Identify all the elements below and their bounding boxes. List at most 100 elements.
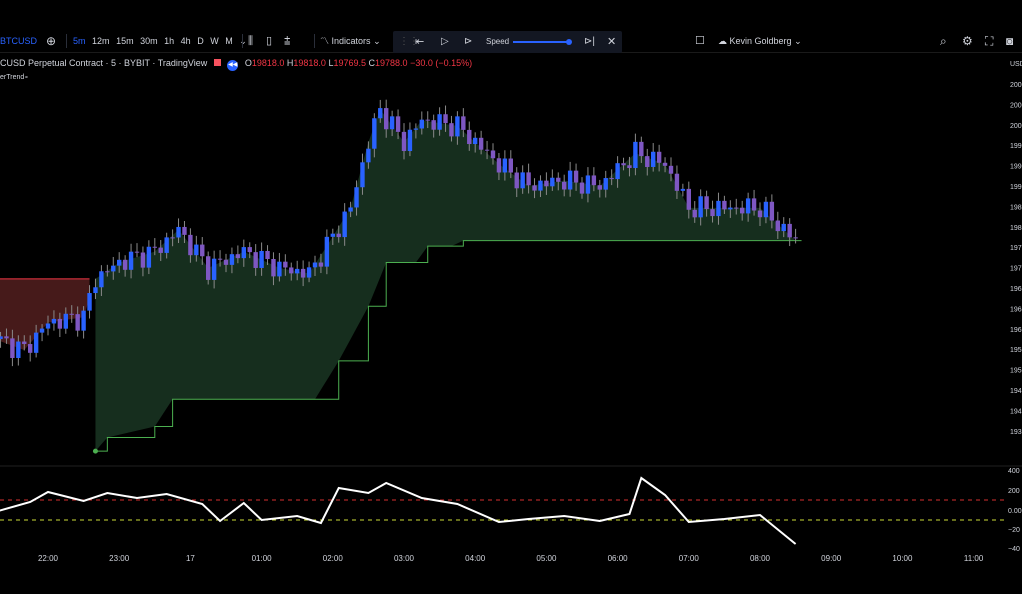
candles-icon[interactable]: ▯ [266, 35, 273, 47]
candle-body [188, 234, 193, 256]
candle-body [10, 338, 15, 358]
candle-body [449, 123, 454, 137]
timeframe-list: 5m 12m 15m 30m 1h 4h D W M ⌄ [73, 30, 251, 52]
candle-body [235, 254, 241, 259]
candle-body [372, 118, 377, 149]
supertrend-up-line [95, 240, 802, 452]
forward-icon[interactable]: ⊳ [464, 36, 473, 47]
candle-body [170, 237, 175, 239]
y-tick-label: 199 [1010, 184, 1022, 191]
candle-body [265, 250, 270, 259]
candle-body [562, 181, 567, 190]
candle-body [431, 120, 436, 130]
candle-body [389, 116, 395, 130]
candle-body [615, 163, 620, 180]
tf-w[interactable]: W [210, 36, 219, 46]
high-label: H [286, 58, 294, 68]
tf-1h[interactable]: 1h [164, 36, 175, 46]
candle-body [336, 233, 341, 238]
x-tick-label: 17 [186, 554, 195, 563]
candle-body [496, 158, 502, 173]
tf-5m[interactable]: 5m [73, 36, 86, 46]
layout-icon[interactable]: ☐ [695, 35, 705, 47]
tf-d[interactable]: D [197, 36, 204, 46]
candle-body [745, 198, 751, 214]
drag-handle-icon[interactable]: ⋮⋮ [399, 36, 419, 47]
candle-body [0, 336, 3, 340]
speed-slider-handle[interactable] [566, 39, 572, 45]
separator [314, 34, 315, 48]
tf-30m[interactable]: 30m [140, 36, 158, 46]
candle-body [4, 336, 9, 339]
candle-body [289, 267, 294, 274]
x-tick-label: 04:00 [465, 554, 486, 563]
candle-body [324, 236, 330, 267]
close-icon[interactable]: ✕ [607, 36, 617, 48]
tf-12m[interactable]: 12m [92, 36, 110, 46]
gear-icon[interactable]: ⚙ [962, 34, 973, 48]
play-icon[interactable]: ▷ [441, 36, 449, 47]
x-tick-label: 02:00 [323, 554, 344, 563]
supertrend-fill-down [0, 278, 90, 350]
candle-body [348, 207, 353, 212]
chevron-down-icon[interactable]: ⌄ [239, 36, 247, 46]
search-icon[interactable]: ⌕ [940, 34, 947, 48]
y-axis-unit: USD [1010, 61, 1022, 68]
y-tick-label: 196 [1010, 327, 1022, 334]
candle-body [117, 259, 122, 266]
high-value: 19818.0 [293, 58, 326, 68]
y-tick-label: 200 [1010, 102, 1022, 109]
step-forward-icon[interactable]: ⊳| [584, 36, 595, 47]
open-label: O [244, 58, 252, 68]
candle-body [597, 185, 602, 190]
x-tick-label: 11:00 [964, 554, 984, 563]
candle-body [532, 185, 537, 191]
chart-legend: CUSD Perpetual Contract · 5 · BYBIT · Tr… [0, 58, 472, 71]
camera-icon[interactable]: ◙ [1006, 34, 1014, 48]
candle-body [152, 246, 157, 248]
flag-icon[interactable] [213, 59, 221, 66]
tf-4h[interactable]: 4h [180, 36, 191, 46]
close-label: C [368, 58, 376, 68]
replay-select-icon[interactable]: ⇤ [415, 36, 425, 48]
add-symbol-icon[interactable]: ⊕ [46, 34, 57, 48]
candle-body [763, 201, 769, 218]
tf-m[interactable]: M [225, 36, 233, 46]
candle-body [645, 156, 650, 167]
account-button[interactable]: ☁ Kevin Goldberg ⌄ [718, 30, 802, 52]
candle-body [111, 265, 116, 272]
symbol-label[interactable]: BTCUSD [0, 36, 38, 46]
candle-body [455, 116, 460, 137]
candle-body [668, 165, 674, 174]
candle-body [490, 150, 496, 159]
candle-body [556, 177, 561, 182]
candle-body [621, 163, 626, 166]
candle-body [206, 256, 211, 280]
tf-15m[interactable]: 15m [116, 36, 134, 46]
candle-body [75, 314, 80, 331]
candle-body [544, 180, 549, 187]
osc-y-tick-label: −40 [1008, 546, 1020, 553]
speed-slider[interactable] [513, 41, 568, 43]
y-tick-label: 198 [1010, 225, 1022, 232]
candle-body [550, 177, 555, 187]
indicator-name[interactable]: erTrend∘ [0, 73, 29, 81]
candle-body [342, 211, 347, 238]
y-tick-label: 199 [1010, 143, 1022, 150]
rewind-icon[interactable]: ◀◀ [227, 60, 239, 71]
candle-body [330, 233, 335, 237]
y-tick-label: 193 [1010, 429, 1022, 436]
x-tick-label: 05:00 [536, 554, 557, 563]
symbol-search[interactable]: BTCUSD [0, 30, 37, 52]
candle-body [241, 247, 246, 259]
candle-body [407, 129, 413, 152]
fullscreen-icon[interactable]: ⛶ [985, 34, 994, 48]
indicators-button[interactable]: 〽 Indicators ⌄ [320, 30, 381, 52]
candle-body [769, 201, 775, 221]
candle-body [674, 173, 680, 191]
bar-type-icon[interactable]: ⫼ [248, 35, 254, 47]
candle-body [45, 323, 51, 329]
compare-icon[interactable]: ⩲ [284, 35, 291, 47]
candle-body [158, 247, 163, 253]
